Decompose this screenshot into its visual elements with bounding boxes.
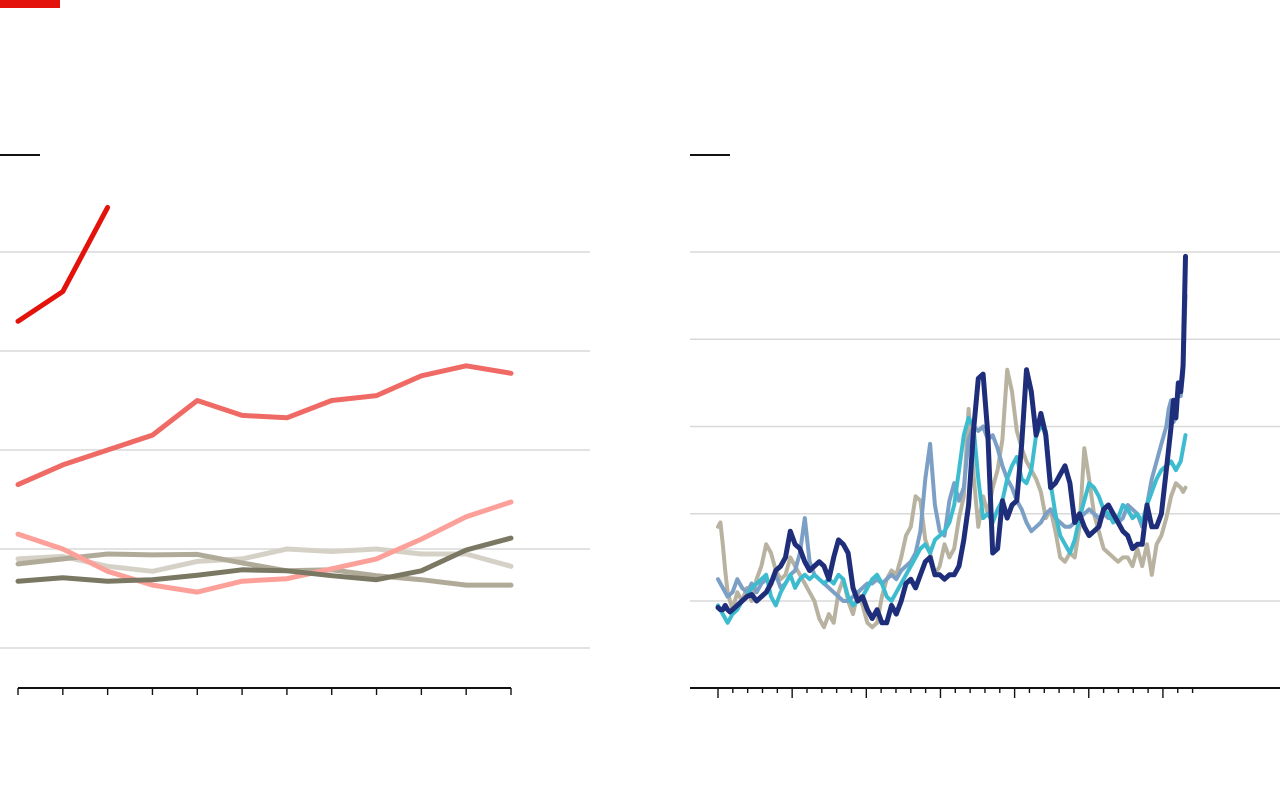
right-chart — [690, 251, 1280, 698]
right-series-line-1 — [716, 367, 1188, 630]
left-series-line-5 — [15, 499, 514, 595]
accent-bar — [0, 0, 60, 8]
left-series-line-6 — [15, 535, 514, 584]
left-series-line-1 — [15, 204, 111, 324]
right-panel-rule — [690, 154, 730, 156]
right-series-line-2 — [716, 293, 1188, 603]
left-chart — [0, 204, 590, 695]
right-series-line-3 — [716, 415, 1188, 625]
left-series-line-3 — [15, 546, 514, 574]
left-series-line-2 — [15, 363, 514, 488]
left-series-line-4 — [15, 551, 514, 588]
left-panel-rule — [0, 154, 40, 156]
right-series-line-4 — [715, 253, 1188, 626]
